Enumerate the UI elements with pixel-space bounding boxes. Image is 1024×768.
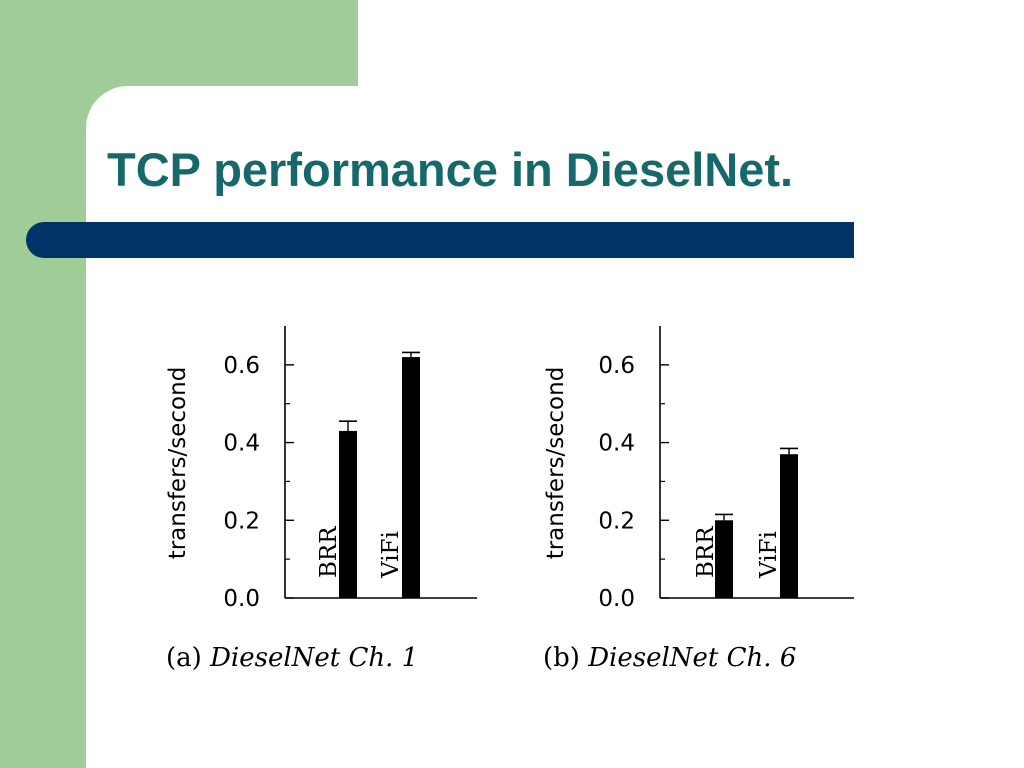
bar-brr [339,430,357,598]
chart-a: 0.0 0.2 0.4 0.6 transfers/second BRR ViFi (a) D… [165,326,477,673]
y-axis-title: transfers/second [165,367,191,560]
chart-caption: (a) DieselNet Ch. 1 [166,643,418,673]
category-label: ViFi [756,531,782,579]
y-tick-label: 0.6 [223,353,260,379]
bar-vifi [402,357,420,598]
y-tick-label: 0.6 [598,353,635,379]
content-panel [86,86,1024,768]
y-axis-title: transfers/second [543,367,569,560]
bar-brr [715,520,733,598]
y-tick-label: 0.2 [223,508,260,534]
y-tick-label: 0.2 [598,508,635,534]
category-label: BRR [693,526,719,578]
category-label: BRR [316,526,342,578]
chart-figure: 0.0 0.2 0.4 0.6 transfers/second BRR ViFi (a) D… [120,300,880,690]
y-tick-label: 0.4 [223,431,260,457]
chart-b: 0.0 0.2 0.4 0.6 transfers/second BRR ViFi (b) D… [543,326,854,673]
y-tick-label: 0.0 [223,586,260,612]
caption-title: DieselNet Ch. 1 [209,643,418,673]
bar-charts: 0.0 0.2 0.4 0.6 transfers/second BRR ViFi (a) D… [165,326,854,673]
caption-title: DieselNet Ch. 6 [587,643,796,673]
category-label: ViFi [378,531,404,579]
y-tick-label: 0.0 [598,586,635,612]
caption-prefix: (a) [166,643,210,673]
slide-title: TCP performance in DieselNet. [107,143,794,196]
caption-prefix: (b) [543,643,588,673]
bar-vifi [780,454,798,598]
title-underline-bar [26,222,854,258]
y-tick-label: 0.4 [598,431,635,457]
chart-caption: (b) DieselNet Ch. 6 [543,643,796,673]
